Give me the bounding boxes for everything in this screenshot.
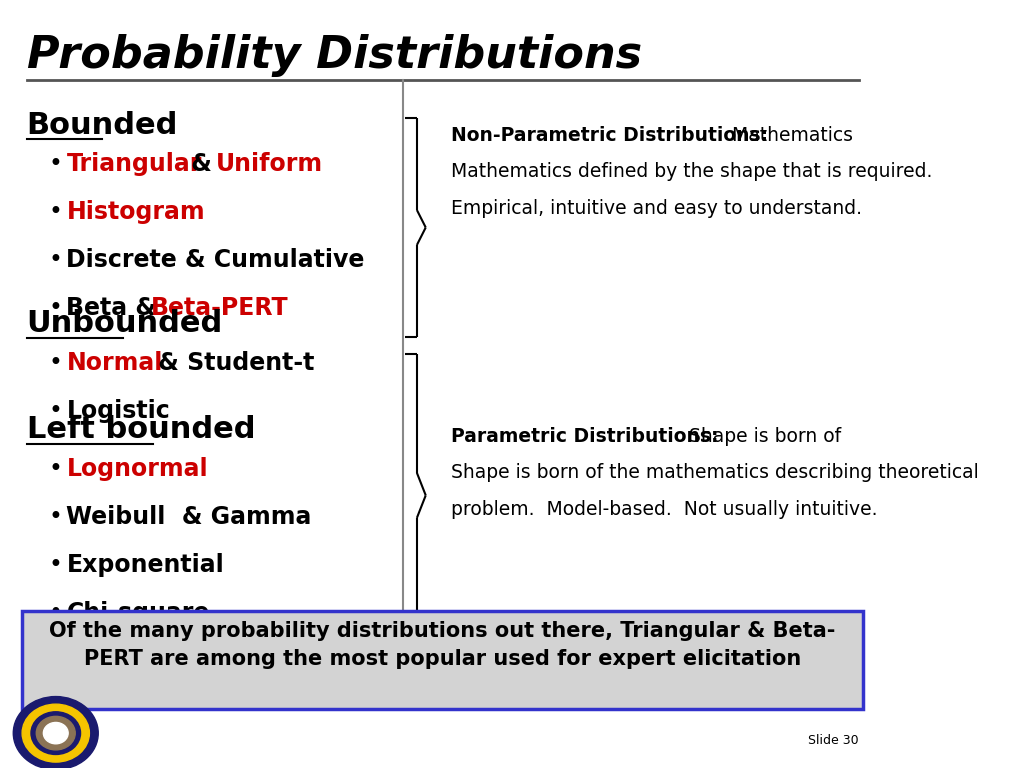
Text: Left bounded: Left bounded <box>27 415 255 445</box>
Text: Bounded: Bounded <box>27 111 178 140</box>
Text: Unbounded: Unbounded <box>27 309 223 338</box>
Text: Triangular: Triangular <box>67 152 202 177</box>
Text: •: • <box>49 505 62 529</box>
Circle shape <box>43 723 69 743</box>
Text: Mathematics: Mathematics <box>726 126 853 144</box>
Text: •: • <box>49 152 62 177</box>
Text: •: • <box>49 457 62 482</box>
Text: Shape is born of the mathematics describing theoretical: Shape is born of the mathematics describ… <box>452 463 979 482</box>
Text: Beta &: Beta & <box>67 296 165 320</box>
Text: •: • <box>49 553 62 578</box>
FancyBboxPatch shape <box>23 611 863 709</box>
Text: •: • <box>49 399 62 422</box>
Text: Of the many probability distributions out there, Triangular & Beta-
PERT are amo: Of the many probability distributions ou… <box>49 621 836 669</box>
Text: problem.  Model-based.  Not usually intuitive.: problem. Model-based. Not usually intuit… <box>452 500 878 519</box>
Text: •: • <box>49 296 62 320</box>
Text: Exponential: Exponential <box>67 553 224 578</box>
Text: •: • <box>49 601 62 625</box>
Text: Beta-PERT: Beta-PERT <box>152 296 289 320</box>
Text: •: • <box>49 350 62 375</box>
Circle shape <box>31 712 81 754</box>
Text: Slide 30: Slide 30 <box>808 734 858 746</box>
Text: Normal: Normal <box>67 350 163 375</box>
Circle shape <box>23 704 89 762</box>
Text: Uniform: Uniform <box>215 152 323 177</box>
Text: Chi-square: Chi-square <box>67 601 210 625</box>
Text: Discrete & Cumulative: Discrete & Cumulative <box>67 248 365 273</box>
Text: Histogram: Histogram <box>67 200 205 224</box>
Text: •: • <box>49 248 62 273</box>
Text: Shape is born of: Shape is born of <box>683 427 841 445</box>
Text: •: • <box>49 200 62 224</box>
Text: Mathematics defined by the shape that is required.: Mathematics defined by the shape that is… <box>452 162 933 181</box>
Text: Parametric Distributions:: Parametric Distributions: <box>452 427 719 445</box>
Text: & Student-t: & Student-t <box>150 350 314 375</box>
Text: Logistic: Logistic <box>67 399 170 422</box>
Text: Empirical, intuitive and easy to understand.: Empirical, intuitive and easy to underst… <box>452 199 862 218</box>
Circle shape <box>13 697 98 768</box>
Text: &: & <box>183 152 220 177</box>
Text: Probability Distributions: Probability Distributions <box>27 35 642 78</box>
Circle shape <box>36 717 75 750</box>
Text: Non-Parametric Distributions:: Non-Parametric Distributions: <box>452 126 769 144</box>
Text: Weibull  & Gamma: Weibull & Gamma <box>67 505 311 529</box>
Text: Lognormal: Lognormal <box>67 457 208 482</box>
